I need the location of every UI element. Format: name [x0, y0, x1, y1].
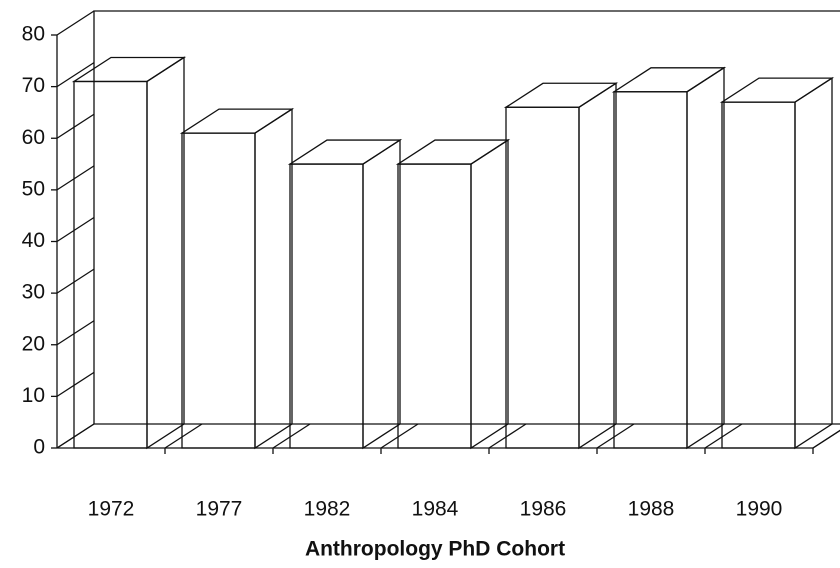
bar-top: [395, 139, 511, 165]
floor-edge: [488, 423, 527, 449]
floor-edge: [164, 423, 203, 449]
y-tick-label: 20: [22, 332, 45, 355]
bar-side: [686, 66, 725, 450]
bar: [397, 163, 472, 449]
bar-top: [503, 82, 619, 108]
bar-top: [179, 108, 295, 134]
bar-side: [362, 138, 401, 450]
y-tick-label: 10: [22, 384, 45, 407]
x-tick-label: 1982: [304, 498, 351, 521]
y-tick-label: 40: [22, 229, 45, 252]
bar-side: [254, 107, 293, 450]
bar-side: [794, 76, 833, 450]
x-tick-label: 1986: [520, 498, 567, 521]
y-tick-label: 50: [22, 177, 45, 200]
x-tick-label: 1972: [88, 498, 135, 521]
y-depth-line: [56, 216, 95, 243]
bar-side: [146, 56, 185, 450]
y-tick-label: 0: [33, 436, 45, 459]
bar: [73, 80, 148, 449]
bar-side: [578, 82, 617, 450]
bar: [613, 91, 688, 449]
floor-edge: [812, 429, 840, 449]
y-depth-line: [56, 371, 95, 397]
bar: [721, 101, 796, 449]
y-tick-label: 70: [22, 74, 45, 97]
bar-top: [611, 67, 727, 93]
bar: [289, 163, 364, 449]
floor-edge: [596, 423, 635, 449]
bar: [505, 106, 580, 449]
y-depth-line: [56, 165, 95, 191]
y-tick-label: 80: [22, 23, 45, 46]
bar-top: [719, 77, 835, 103]
y-depth-line: [56, 10, 95, 36]
bar-top: [71, 56, 187, 83]
y-depth-line: [56, 423, 95, 449]
x-tick-label: 1988: [628, 498, 675, 521]
y-tick-label: 60: [22, 126, 45, 149]
x-tick-label: 1990: [736, 498, 783, 521]
floor-edge: [272, 423, 311, 449]
y-depth-line: [56, 62, 95, 88]
back-wall: [93, 10, 840, 424]
x-tick-label: 1984: [412, 498, 459, 521]
bar-top: [287, 139, 403, 165]
y-depth-line: [56, 113, 95, 139]
y-depth-line: [56, 320, 95, 346]
y-tick-label: 30: [22, 281, 45, 304]
bar-side: [470, 138, 509, 450]
x-tick-label: 1977: [196, 498, 243, 521]
floor-edge: [380, 423, 419, 449]
bar: [181, 132, 256, 449]
x-axis-label: Anthropology PhD Cohort: [305, 538, 565, 561]
floor-edge: [704, 423, 743, 449]
y-depth-line: [56, 268, 95, 294]
